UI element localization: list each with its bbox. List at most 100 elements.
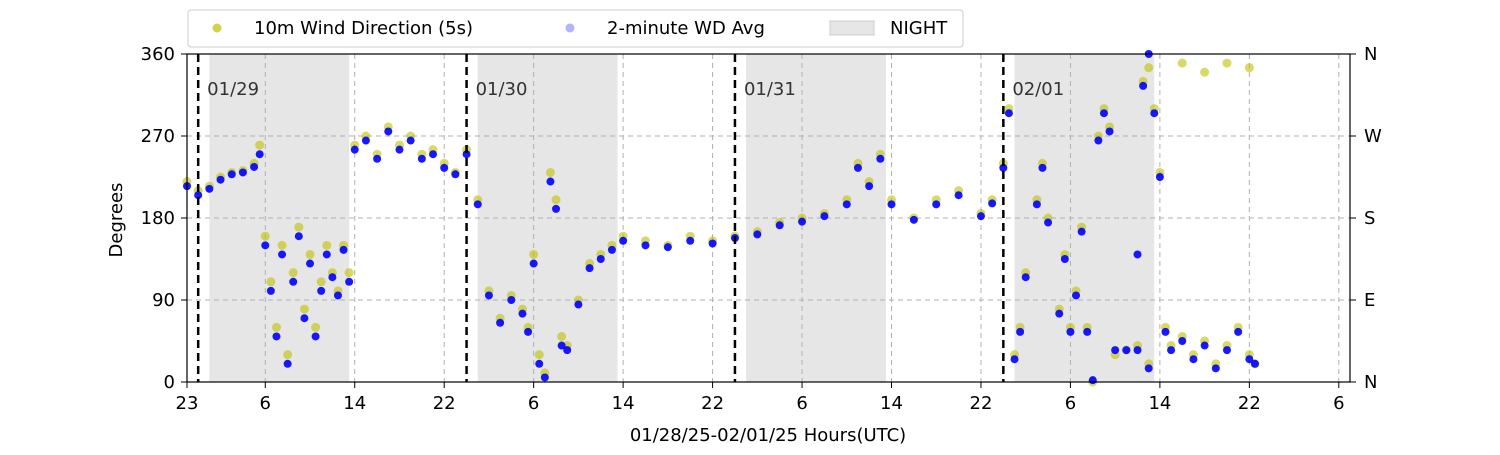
avg-wind-point: [1167, 346, 1176, 355]
wind-direction-point: [1144, 63, 1154, 73]
avg-wind-point: [1133, 346, 1142, 355]
avg-wind-point: [300, 314, 309, 323]
avg-wind-point: [216, 175, 225, 184]
avg-wind-point: [255, 150, 264, 159]
avg-wind-point: [345, 277, 354, 286]
avg-wind-point: [238, 168, 247, 177]
avg-wind-point: [1161, 327, 1170, 336]
x-tick-label: 22: [701, 393, 724, 414]
avg-wind-point: [462, 150, 471, 159]
legend-label: NIGHT: [890, 18, 948, 39]
avg-wind-point: [451, 170, 460, 179]
axes-layer: 23 6 14 22 6 14 22 6 14 22 6 14 22 6 0 90 180 270 360 N E S W N: [141, 44, 1382, 414]
avg-wind-point: [524, 327, 533, 336]
avg-wind-point: [350, 145, 359, 154]
avg-wind-point: [294, 232, 303, 241]
avg-wind-point: [552, 204, 561, 213]
wind-direction-point: [551, 195, 561, 205]
avg-wind-point: [619, 236, 628, 245]
avg-wind-point: [1038, 163, 1047, 172]
legend-label: 2-minute WD Avg: [607, 18, 765, 39]
x-tick-label: 6: [1065, 393, 1076, 414]
avg-wind-point: [1083, 327, 1092, 336]
series-layer: [182, 50, 1260, 387]
wind-direction-point: [266, 277, 276, 287]
avg-wind-point: [607, 245, 616, 254]
avg-wind-point: [775, 221, 784, 230]
wind-direction-point: [344, 268, 354, 278]
wind-direction-point: [294, 222, 304, 232]
wind-direction-point: [1200, 67, 1210, 77]
x-tick-label: 14: [1148, 393, 1171, 414]
wind-direction-point: [1177, 58, 1187, 68]
y-tick-label: 90: [152, 290, 175, 311]
avg-wind-point: [546, 177, 555, 186]
y-tick-label: 180: [141, 208, 175, 229]
legend-box: [187, 9, 964, 48]
avg-wind-point: [266, 286, 275, 295]
avg-wind-point: [1094, 136, 1103, 145]
avg-wind-point: [1200, 341, 1209, 350]
legend-marker: [212, 23, 222, 33]
day-label: 01/30: [476, 79, 528, 100]
avg-wind-point: [322, 250, 331, 259]
y2-tick-label: N: [1364, 372, 1377, 393]
avg-wind-point: [585, 264, 594, 273]
wind-direction-point: [255, 140, 265, 150]
wind-direction-point: [534, 350, 544, 360]
avg-wind-point: [563, 346, 572, 355]
avg-wind-point: [909, 215, 918, 224]
legend-marker: [565, 23, 575, 33]
avg-wind-point: [1060, 255, 1069, 263]
avg-wind-point: [311, 332, 320, 341]
avg-wind-point: [440, 163, 449, 172]
avg-wind-point: [1144, 364, 1153, 373]
y-tick-label: 360: [141, 44, 175, 65]
avg-wind-point: [496, 318, 505, 327]
avg-wind-point: [227, 170, 236, 179]
avg-wind-point: [339, 245, 348, 254]
avg-wind-point: [842, 200, 851, 209]
avg-wind-point: [1155, 173, 1164, 181]
y-axis-label: Degrees: [106, 183, 127, 258]
wind-direction-point: [277, 240, 287, 250]
avg-wind-point: [1044, 218, 1053, 227]
x-tick-label: 22: [1238, 393, 1261, 414]
avg-wind-point: [406, 136, 415, 145]
avg-wind-point: [887, 200, 896, 209]
y2-tick-label: S: [1364, 208, 1375, 229]
avg-wind-point: [976, 212, 985, 221]
wind-direction-point: [545, 167, 555, 177]
x-tick-label: 22: [970, 393, 993, 414]
avg-wind-point: [1211, 364, 1220, 373]
avg-wind-point: [1032, 200, 1041, 209]
avg-wind-point: [663, 243, 672, 252]
avg-wind-point: [1066, 327, 1075, 336]
wind-direction-point: [288, 268, 298, 278]
avg-wind-point: [1222, 346, 1231, 355]
avg-wind-point: [1016, 327, 1025, 336]
avg-wind-point: [596, 255, 605, 263]
avg-wind-point: [384, 127, 393, 136]
avg-wind-point: [289, 277, 298, 286]
avg-wind-point: [317, 286, 326, 295]
wind-direction-point: [283, 350, 293, 360]
wind-direction-point: [557, 331, 567, 341]
avg-wind-point: [1004, 109, 1013, 118]
avg-wind-point: [535, 359, 544, 368]
wind-direction-point: [1222, 58, 1232, 68]
day-label: 01/29: [207, 79, 259, 100]
avg-wind-point: [1150, 109, 1159, 118]
wind-direction-point: [529, 249, 539, 259]
avg-wind-point: [1088, 376, 1097, 385]
avg-wind-point: [1178, 337, 1187, 345]
avg-wind-point: [395, 145, 404, 154]
avg-wind-point: [250, 162, 259, 171]
avg-wind-point: [1234, 327, 1243, 336]
avg-wind-point: [473, 200, 482, 209]
avg-wind-point: [283, 359, 292, 368]
avg-wind-point: [261, 241, 270, 250]
avg-wind-point: [954, 191, 963, 200]
x-tick-label: 6: [1333, 393, 1344, 414]
